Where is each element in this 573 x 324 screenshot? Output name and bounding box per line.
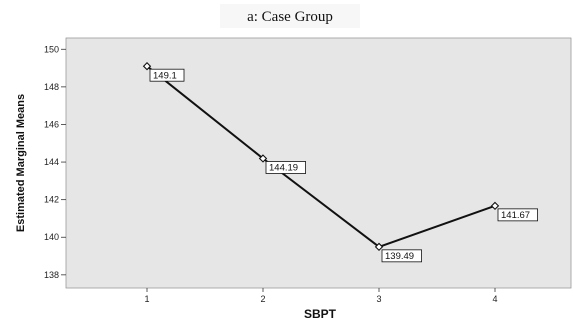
data-label-text: 139.49 [385, 251, 414, 262]
x-tick-label: 3 [376, 294, 381, 304]
data-label: 141.67 [497, 208, 538, 222]
data-label-box [497, 208, 538, 222]
title-background [220, 4, 360, 28]
data-label: 144.19 [265, 161, 306, 174]
data-point-marker [374, 242, 384, 252]
y-tick-label: 148 [44, 82, 59, 92]
x-tick-label: 1 [144, 294, 149, 304]
y-tick-label: 146 [44, 119, 59, 129]
data-point-marker [142, 62, 152, 71]
data-label-box [149, 68, 185, 82]
series-layer [146, 65, 496, 248]
data-label-box [265, 161, 306, 174]
chart-title: a: Case Group [247, 9, 333, 25]
data-point-marker [258, 154, 268, 163]
data-label-box [381, 249, 422, 263]
y-tick-label: 150 [44, 44, 59, 54]
x-axis: 1 2 3 4 [144, 288, 498, 304]
data-label: 139.49 [381, 249, 422, 263]
y-tick-label: 144 [44, 157, 59, 167]
marker-layer [142, 62, 500, 252]
data-label-text: 141.67 [501, 210, 530, 221]
y-tick-label: 142 [44, 195, 59, 205]
data-point-marker [490, 201, 500, 211]
x-tick-label: 4 [492, 294, 497, 304]
data-label-text: 149.1 [153, 70, 177, 81]
y-axis: 138 140 142 144 146 148 150 [44, 44, 66, 280]
plot-area [65, 37, 572, 289]
x-tick-label: 2 [260, 294, 265, 304]
data-label: 149.1 [149, 68, 185, 82]
label-layer: 149.1 144.19 139.49 141.67 [149, 68, 538, 263]
y-tick-label: 138 [44, 270, 59, 280]
y-tick-label: 140 [44, 232, 59, 242]
x-axis-label: SBPT [304, 307, 337, 321]
data-label-text: 144.19 [269, 163, 298, 174]
series-line [146, 65, 496, 248]
y-axis-label: Estimated Marginal Means [15, 94, 27, 232]
